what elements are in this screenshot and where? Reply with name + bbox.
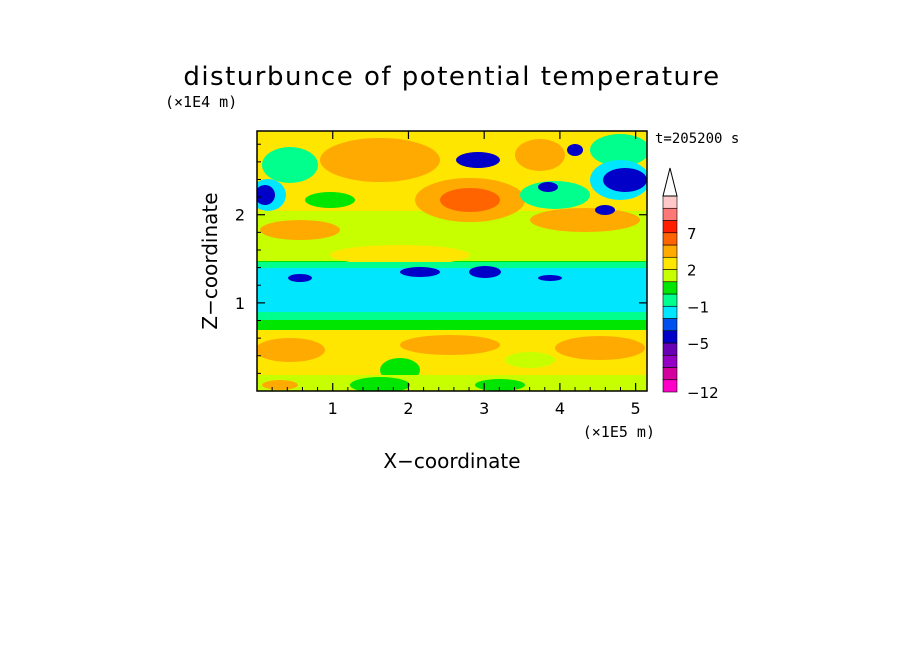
colorbar-swatch [662, 220, 678, 234]
chart-title: disturbunce of potential temperature [183, 62, 720, 92]
colorbar-extend-arrow [662, 167, 678, 197]
colorbar-label: −5 [687, 335, 709, 353]
x-unit-label: (×1E5 m) [583, 423, 655, 441]
colorbar-swatch [662, 305, 678, 319]
colorbar-swatch [662, 342, 678, 356]
colorbar-swatch [662, 293, 678, 307]
y-tick-label: 2 [235, 206, 245, 225]
x-axis: 1 2 3 4 5 [271, 131, 641, 418]
colorbar-swatch [662, 318, 678, 332]
colorbar-swatch [662, 195, 678, 209]
colorbar-label: −1 [687, 298, 709, 316]
colorbar-swatch [662, 281, 678, 295]
contour-field [257, 131, 647, 391]
plot-frame [256, 130, 648, 392]
colorbar-swatch [662, 269, 678, 283]
x-tick-label: 5 [631, 399, 641, 418]
colorbar-swatch [662, 354, 678, 368]
colorbar-swatch [662, 379, 678, 393]
colorbar-label: 7 [687, 225, 697, 243]
colorbar-swatch [662, 256, 678, 270]
x-axis-label: X−coordinate [383, 449, 520, 473]
x-tick-label: 1 [328, 399, 338, 418]
x-tick-label: 3 [479, 399, 489, 418]
y-axis: 12 [235, 143, 647, 374]
time-label: t=205200 s [655, 131, 739, 147]
colorbar-swatch [662, 207, 678, 221]
y-axis-label: Z−coordinate [198, 192, 222, 329]
colorbar: −12−5−127 [662, 167, 719, 402]
y-unit-label: (×1E4 m) [165, 93, 237, 111]
colorbar-label: −12 [687, 384, 719, 402]
colorbar-label: 2 [687, 262, 697, 280]
x-tick-label: 2 [403, 399, 413, 418]
colorbar-swatch [662, 244, 678, 258]
colorbar-swatch [662, 330, 678, 344]
y-tick-label: 1 [235, 294, 245, 313]
colorbar-swatch [662, 367, 678, 381]
colorbar-swatch [662, 232, 678, 246]
x-tick-label: 4 [555, 399, 565, 418]
